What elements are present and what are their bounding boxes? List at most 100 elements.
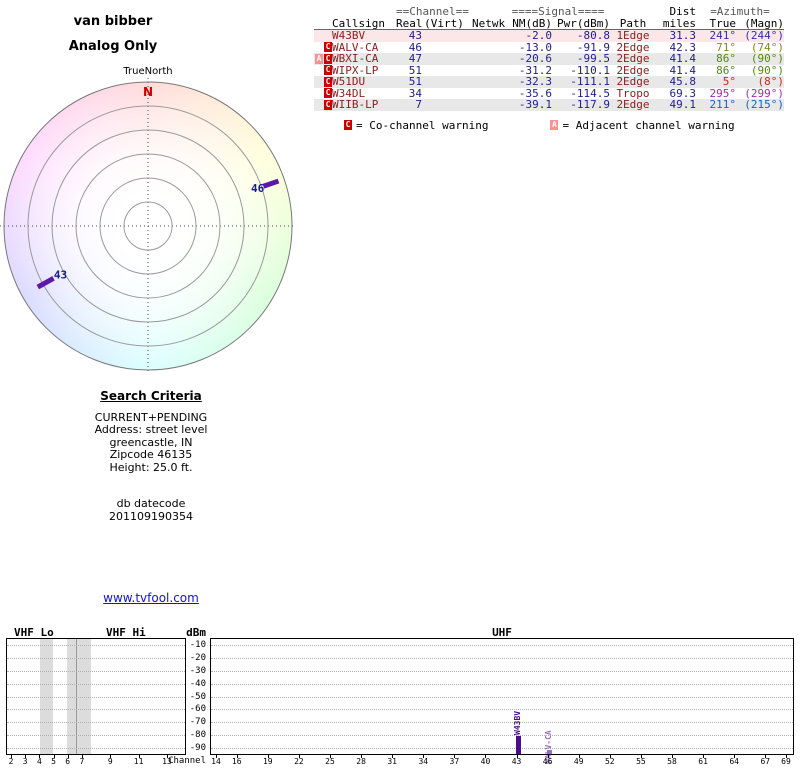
channel-tick — [39, 755, 41, 758]
y-axis-tick-label: -20 — [189, 653, 206, 664]
channel-tick-label: 2 — [8, 757, 14, 766]
footer-link-wrap: www.tvfool.com — [0, 591, 302, 605]
callsign-cell: WIPX-LP — [332, 63, 379, 77]
channel-tick-label: 7 — [79, 757, 85, 766]
table-body: W43BV 43 -2.0 -80.8 1Edge 31.3 241° (244°) C WALV… — [314, 30, 784, 111]
channel-tick — [609, 755, 611, 758]
grid-line — [7, 670, 185, 672]
callsign-cell: W51DU — [332, 75, 366, 88]
report-title: van bibber — [73, 14, 153, 29]
radar-ring — [75, 153, 221, 299]
vhf-hi-label: VHF Hi — [106, 626, 146, 639]
miles-cell: 31.3 — [669, 29, 697, 42]
y-axis-tick-label: -10 — [189, 640, 206, 651]
path-cell: Tropo — [616, 86, 650, 100]
channel-tick — [110, 755, 112, 758]
callsign-cell: WALV-CA — [332, 40, 379, 54]
radar-ring — [3, 81, 293, 371]
true-north-label: TrueNorth — [123, 66, 173, 77]
channel-tick — [11, 755, 12, 758]
channel-tick — [516, 755, 518, 758]
callsign-cell: W43BV — [332, 29, 366, 42]
grid-line — [211, 722, 793, 724]
table-row: W43BV 43 -2.0 -80.8 1Edge 31.3 241° (244°) — [314, 30, 784, 42]
callsign-col-header: Callsign — [332, 16, 385, 30]
channel-tick — [672, 755, 673, 758]
report-subtitle: Analog Only — [68, 39, 158, 54]
channel-tick — [703, 755, 705, 758]
radar-ring — [27, 105, 269, 347]
legend-A-icon: A — [550, 120, 559, 131]
search-criteria-lines: CURRENT+PENDING Address: street level gree… — [0, 410, 302, 475]
channel-tick — [765, 755, 767, 758]
real-cell: 43 — [408, 29, 422, 42]
y-axis-tick-label: -60 — [189, 704, 206, 715]
legend-item: C = Co-channel warning — [344, 118, 489, 132]
co-channel-warning-icon: C — [324, 42, 332, 53]
channel-tick-label: 64 — [729, 757, 739, 766]
netwk-col-header: Netwk — [472, 16, 506, 30]
azimuth-group-header: =Azimuth= — [710, 5, 770, 18]
search-criteria-line: Address: street level — [94, 423, 208, 436]
grid-line — [211, 696, 793, 698]
pwr-cell: -110.1 — [570, 63, 610, 77]
grid-line — [211, 658, 793, 660]
pwr-cell: -91.9 — [576, 40, 610, 54]
uhf-panel: W43BV WALV-CA — [210, 638, 794, 764]
table-row: A C WBXI-CA 47 -20.6 -99.5 2Edge 41.4 86° (90°) — [314, 53, 784, 65]
grid-line — [211, 734, 793, 736]
y-axis-tick-label: -40 — [189, 678, 206, 689]
channel-tick-label: 61 — [698, 757, 708, 766]
co-channel-warning-icon: C — [324, 88, 332, 99]
channel-tick — [392, 755, 394, 758]
warning-badges: C — [314, 88, 332, 99]
uhf-label: UHF — [492, 626, 512, 639]
y-axis-tick-label: -50 — [189, 691, 206, 702]
channel-tick-label: 37 — [449, 757, 460, 766]
nm-cell: -39.1 — [518, 98, 552, 111]
nm-cell: -35.6 — [518, 86, 552, 100]
channel-tick — [786, 755, 787, 758]
path-col-header: Path — [619, 16, 647, 30]
y-axis-tick-label: -90 — [189, 742, 206, 753]
channel-tick-label: 5 — [51, 757, 56, 766]
grid-line — [211, 670, 793, 672]
true-cell: 241° — [709, 29, 737, 42]
miles-cell: 41.4 — [669, 52, 697, 65]
tvfool-link[interactable]: www.tvfool.com — [103, 591, 199, 605]
search-criteria-line: CURRENT+PENDING — [94, 410, 208, 424]
channel-tick — [267, 755, 269, 758]
channel-tick — [25, 755, 27, 758]
table-row: C WIIB-LP 7 -39.1 -117.9 2Edge 49.1 211° (215°) — [314, 99, 784, 111]
y-axis-tick-label: -80 — [189, 729, 206, 740]
table-row: C WIPX-LP 51 -31.2 -110.1 2Edge 41.4 86° (90°) — [314, 63, 784, 77]
channel-tick-label: 49 — [573, 757, 584, 766]
legend-text: = Co-channel warning — [356, 118, 489, 132]
signal-bar — [515, 735, 521, 754]
channel-tick-label: 13 — [162, 757, 172, 766]
dbm-axis-label: dBm — [186, 626, 206, 639]
miles-col-header: miles — [662, 16, 696, 30]
channel-tick — [216, 755, 217, 758]
channel-tick-label: 55 — [636, 757, 646, 766]
pwr-cell: -111.1 — [570, 75, 610, 88]
channel-tick — [578, 755, 580, 758]
miles-cell: 45.8 — [669, 75, 697, 88]
table-row: C W51DU 51 -32.3 -111.1 2Edge 45.8 5° (8°) — [314, 76, 784, 88]
channel-tick-label: 69 — [781, 757, 791, 766]
channel-tick — [547, 755, 549, 758]
magn-cell: (90°) — [750, 52, 784, 65]
path-cell: 2Edge — [616, 98, 650, 111]
warning-badges: C — [314, 76, 332, 87]
callsign-cell: WIIB-LP — [332, 98, 379, 111]
channel-tick — [330, 755, 331, 758]
table-row: C WALV-CA 46 -13.0 -91.9 2Edge 42.3 71° (74°) — [314, 40, 784, 54]
true-cell: 211° — [709, 98, 737, 111]
real-cell: 47 — [408, 52, 422, 65]
radar-ring — [99, 177, 197, 275]
nm-cell: -32.3 — [518, 75, 552, 88]
channel-tick-label: 46 — [542, 757, 553, 766]
db-datecode-line: db datecode — [116, 497, 186, 510]
signal-marker-tick — [262, 178, 280, 189]
channel-tick — [454, 755, 456, 758]
